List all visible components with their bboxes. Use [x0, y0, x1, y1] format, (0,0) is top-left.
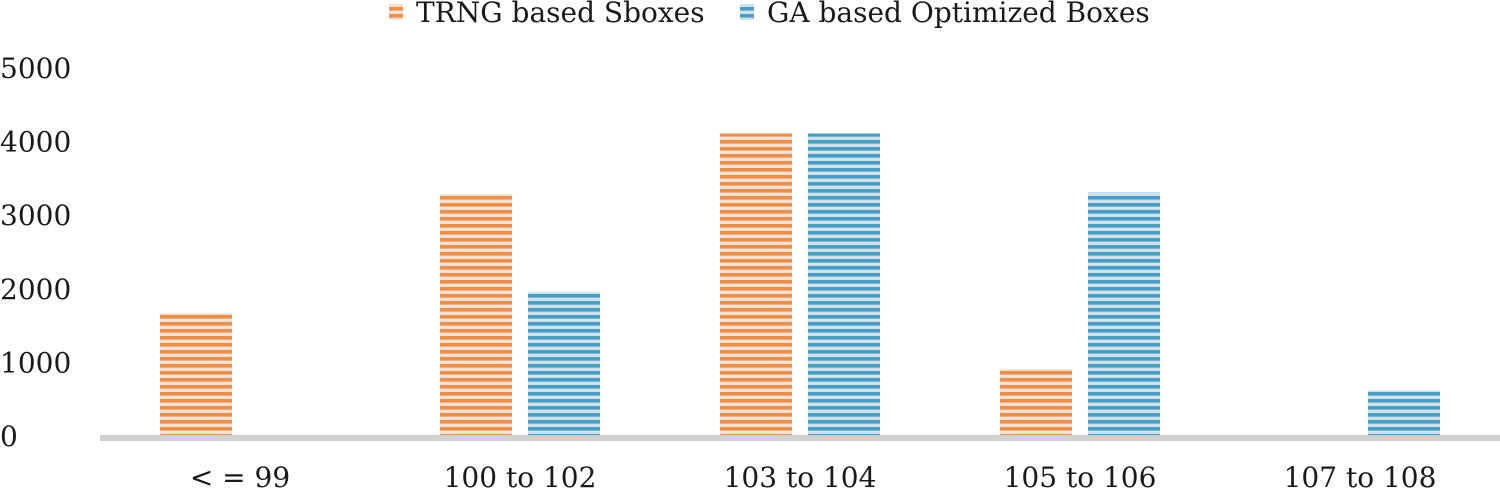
- legend-label-2: GA based Optimized Boxes: [767, 0, 1150, 29]
- bar-ga-2: [808, 133, 880, 436]
- bars: [160, 133, 1440, 436]
- x-tick-label: 107 to 108: [1284, 461, 1437, 489]
- x-tick-label: 105 to 106: [1004, 461, 1157, 489]
- bar-trng-2: [720, 133, 792, 436]
- bar-trng-1: [440, 193, 512, 436]
- x-axis-baseline: [100, 435, 1500, 441]
- legend-swatch-2: [740, 4, 754, 20]
- x-tick-label: < = 99: [190, 461, 290, 489]
- x-tick-label: 100 to 102: [444, 461, 597, 489]
- y-axis: 0 1000 2000 3000 4000 5000: [0, 52, 71, 453]
- y-tick-label: 4000: [0, 126, 71, 159]
- bar-ga-4: [1368, 390, 1440, 436]
- y-tick-label: 3000: [0, 199, 71, 232]
- x-tick-label: 103 to 104: [724, 461, 877, 489]
- bar-ga-1: [528, 291, 600, 436]
- bar-ga-3: [1088, 192, 1160, 436]
- bar-trng-3: [1000, 369, 1072, 436]
- y-tick-label: 5000: [0, 52, 71, 85]
- legend-label-1: TRNG based Sboxes: [416, 0, 705, 29]
- bar-trng-0: [160, 313, 232, 436]
- legend: TRNG based Sboxes GA based Optimized Boxe…: [389, 0, 1150, 29]
- y-tick-label: 2000: [0, 273, 71, 306]
- y-tick-label: 0: [0, 420, 18, 453]
- x-axis-line: [100, 435, 1500, 441]
- legend-swatch-1: [389, 4, 403, 20]
- y-tick-label: 1000: [0, 346, 71, 379]
- x-axis: < = 99 100 to 102 103 to 104 105 to 106 107 …: [190, 461, 1437, 493]
